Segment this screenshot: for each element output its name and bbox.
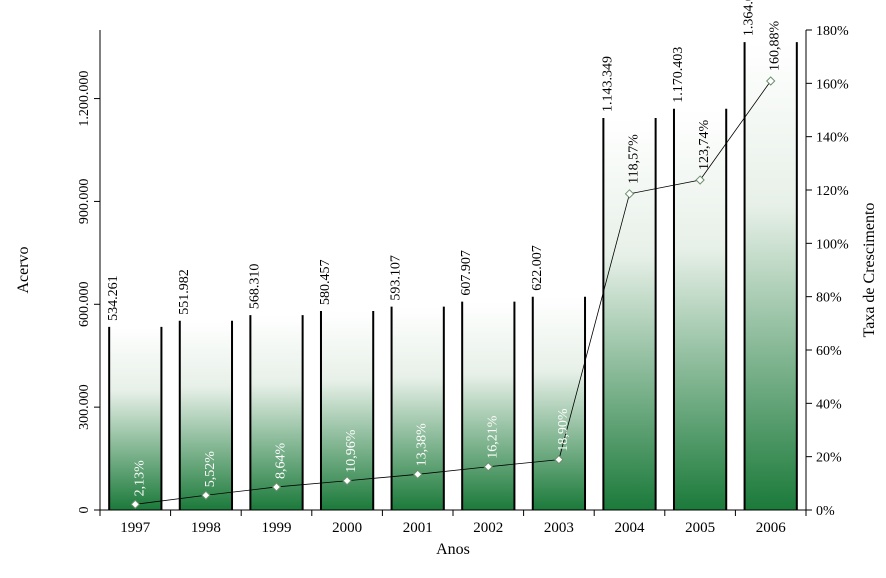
- growth-pct-label: 18,90%: [556, 408, 571, 452]
- y-right-tick-label: 140%: [816, 131, 849, 146]
- x-tick-label: 2003: [544, 520, 574, 536]
- growth-pct-label: 2,13%: [132, 460, 147, 497]
- x-tick-label: 1997: [120, 520, 151, 536]
- y-left-tick-label: 300.000: [77, 384, 92, 430]
- bar-value-label: 580.457: [318, 259, 333, 305]
- bar-value-label: 1.143.349: [600, 56, 615, 112]
- bar: [745, 42, 797, 510]
- x-tick-label: 1999: [262, 520, 292, 536]
- bar-value-label: 551.982: [177, 269, 192, 315]
- y-right-tick-label: 100%: [816, 237, 849, 252]
- bar-value-label: 534.261: [106, 275, 121, 321]
- bar-value-label: 1.170.403: [671, 47, 686, 103]
- x-tick-label: 2005: [685, 520, 715, 536]
- x-tick-label: 2000: [332, 520, 362, 536]
- bar: [533, 297, 585, 510]
- y-right-tick-label: 80%: [816, 291, 842, 306]
- y-right-tick-label: 60%: [816, 344, 842, 359]
- growth-pct-label: 160,88%: [768, 20, 783, 71]
- growth-pct-label: 10,96%: [344, 429, 359, 473]
- x-tick-label: 2002: [473, 520, 503, 536]
- x-tick-label: 1998: [191, 520, 221, 536]
- y-right-tick-label: 120%: [816, 184, 849, 199]
- growth-pct-label: 5,52%: [203, 451, 218, 488]
- y-right-tick-label: 20%: [816, 451, 842, 466]
- growth-pct-label: 118,57%: [627, 134, 642, 184]
- bar-value-label: 568.310: [247, 264, 262, 310]
- y-left-tick-label: 600.000: [77, 282, 92, 328]
- bar-value-label: 1.364.689: [742, 0, 757, 36]
- bar: [250, 315, 302, 510]
- acervo-growth-chart: 1997 1998 1999 2000 2001 2002 2003 2004 2005 2006…: [0, 0, 886, 578]
- growth-pct-label: 16,21%: [485, 415, 500, 459]
- bar-value-label: 607.907: [459, 250, 474, 295]
- growth-pct-label: 123,74%: [697, 120, 712, 171]
- y-right-tick-label: 0%: [816, 504, 835, 519]
- y-right-axis-title: Taxa de Crescimento: [861, 203, 878, 338]
- x-tick-label: 2006: [756, 520, 787, 536]
- y-left-axis-title: Acervo: [15, 246, 32, 293]
- x-axis-title: Anos: [436, 541, 470, 558]
- y-left-tick-label: 0: [77, 507, 92, 514]
- y-right-tick-label: 40%: [816, 397, 842, 412]
- x-tick-label: 2004: [615, 520, 646, 536]
- bar: [392, 307, 444, 510]
- y-right-tick-label: 180%: [816, 24, 849, 39]
- bar-value-label: 622.007: [530, 245, 545, 291]
- y-left-tick-label: 900.000: [77, 179, 92, 225]
- x-tick-label: 2001: [403, 520, 433, 536]
- bar-value-label: 593.107: [389, 255, 404, 301]
- bar: [462, 302, 514, 510]
- growth-pct-label: 8,64%: [274, 442, 289, 479]
- chart-svg: 1997 1998 1999 2000 2001 2002 2003 2004 2005 2006…: [0, 0, 886, 578]
- y-right-tick-label: 160%: [816, 77, 849, 92]
- growth-pct-label: 13,38%: [415, 423, 430, 467]
- y-left-tick-label: 1.200.000: [77, 71, 92, 127]
